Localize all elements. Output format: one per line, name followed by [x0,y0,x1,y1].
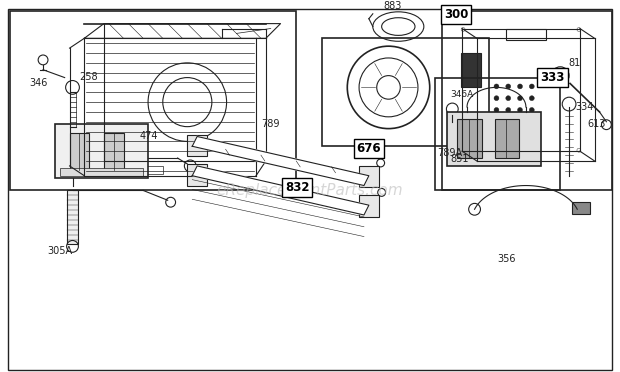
Circle shape [518,96,523,101]
Circle shape [518,84,523,89]
Polygon shape [192,166,369,215]
Bar [507,29,546,40]
Text: 334: 334 [575,102,593,112]
Circle shape [529,119,534,124]
Circle shape [494,108,499,112]
Bar [133,166,163,174]
Bar [448,112,541,166]
Circle shape [494,96,499,101]
Bar [55,124,148,178]
Bar [60,168,143,176]
Text: 258: 258 [79,73,98,83]
Bar [443,11,613,190]
Bar [322,38,489,146]
Text: 333: 333 [540,71,565,84]
Text: 356: 356 [497,254,515,264]
Bar [104,132,123,170]
Circle shape [529,84,534,89]
Text: 81: 81 [568,58,580,68]
Circle shape [506,96,511,101]
Text: 676: 676 [356,142,381,155]
Bar [10,11,296,190]
Text: 305A: 305A [47,246,72,256]
Bar [495,119,519,158]
Text: eReplacementParts.com: eReplacementParts.com [216,183,404,198]
Bar [94,166,123,174]
Text: 613: 613 [588,119,606,129]
Circle shape [518,108,523,112]
Text: 789: 789 [262,119,280,129]
Text: 789A: 789A [438,148,463,158]
Bar [69,132,89,170]
Text: 832: 832 [285,181,309,194]
Circle shape [506,108,511,112]
Bar [359,166,379,187]
Bar [572,202,590,214]
Text: 883: 883 [383,1,402,11]
Text: 346A: 346A [450,90,474,99]
Text: 474: 474 [140,131,157,141]
Bar [187,164,207,186]
Bar [359,195,379,217]
Circle shape [518,119,523,124]
Text: 300: 300 [444,8,469,21]
Bar [435,78,560,190]
Text: 851: 851 [450,154,469,164]
Circle shape [506,119,511,124]
Circle shape [529,108,534,112]
Circle shape [506,84,511,89]
Bar [457,119,482,158]
Circle shape [494,119,499,124]
Bar [187,135,207,156]
Bar [461,53,480,87]
Circle shape [494,84,499,89]
Text: 346: 346 [29,78,48,87]
Polygon shape [192,137,369,186]
Circle shape [529,96,534,101]
Bar [66,190,78,244]
